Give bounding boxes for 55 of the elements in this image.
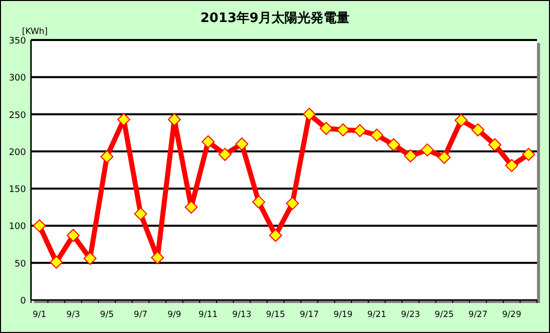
point: [151, 251, 164, 264]
x-tick-label: 9/15: [266, 310, 286, 320]
point: [522, 148, 536, 161]
point: [202, 135, 215, 148]
y-tick-label: 0: [20, 296, 26, 306]
x-tick-label: 9/23: [400, 310, 420, 320]
y-tick-label: 150: [8, 185, 26, 196]
point: [387, 138, 400, 152]
x-tick-label: 9/27: [468, 310, 488, 320]
point: [420, 143, 434, 156]
point: [168, 112, 181, 126]
point: [336, 123, 350, 136]
x-tick-label: 9/17: [300, 310, 319, 320]
point: [269, 228, 282, 242]
point: [370, 128, 384, 142]
chart-title: 2013年9月太陽光発電量: [200, 11, 350, 26]
y-tick-label: 200: [8, 148, 26, 158]
point: [252, 195, 266, 208]
point: [235, 138, 248, 150]
x-tick-label: 9/3: [66, 310, 80, 320]
point: [184, 200, 198, 214]
x-tick-label: 9/19: [333, 310, 353, 320]
point: [438, 150, 451, 164]
point: [471, 123, 484, 136]
y-tick-label: 250: [8, 110, 26, 121]
x-tick-label: 9/7: [134, 310, 148, 320]
x-tick-label: 9/25: [434, 310, 454, 320]
y-tick-label: 100: [8, 222, 26, 232]
point: [505, 159, 518, 172]
y-tick-label: 350: [8, 36, 26, 46]
x-tick-label: 9/9: [168, 310, 182, 320]
point: [488, 138, 502, 152]
x-tick-label: 9/11: [198, 310, 218, 320]
point: [320, 122, 333, 135]
point: [302, 108, 316, 121]
x-tick-label: 9/21: [367, 310, 386, 320]
point: [100, 150, 114, 164]
y-tick-label: 300: [8, 74, 26, 84]
point: [66, 228, 80, 242]
point: [404, 149, 417, 162]
x-tick-label: 9/13: [232, 310, 252, 320]
point: [32, 219, 46, 232]
point: [353, 124, 366, 138]
x-tick-label: 9/29: [502, 310, 522, 320]
point: [50, 256, 63, 269]
point: [134, 207, 148, 220]
point: [454, 114, 468, 127]
x-tick-label: 9/1: [32, 310, 46, 320]
point: [218, 148, 232, 161]
x-tick-label: 9/5: [100, 310, 114, 320]
point: [117, 112, 130, 126]
y-tick-label: 50: [14, 259, 26, 270]
y-axis-title: [KWh]: [22, 27, 48, 37]
point: [286, 196, 299, 210]
point: [84, 252, 97, 265]
